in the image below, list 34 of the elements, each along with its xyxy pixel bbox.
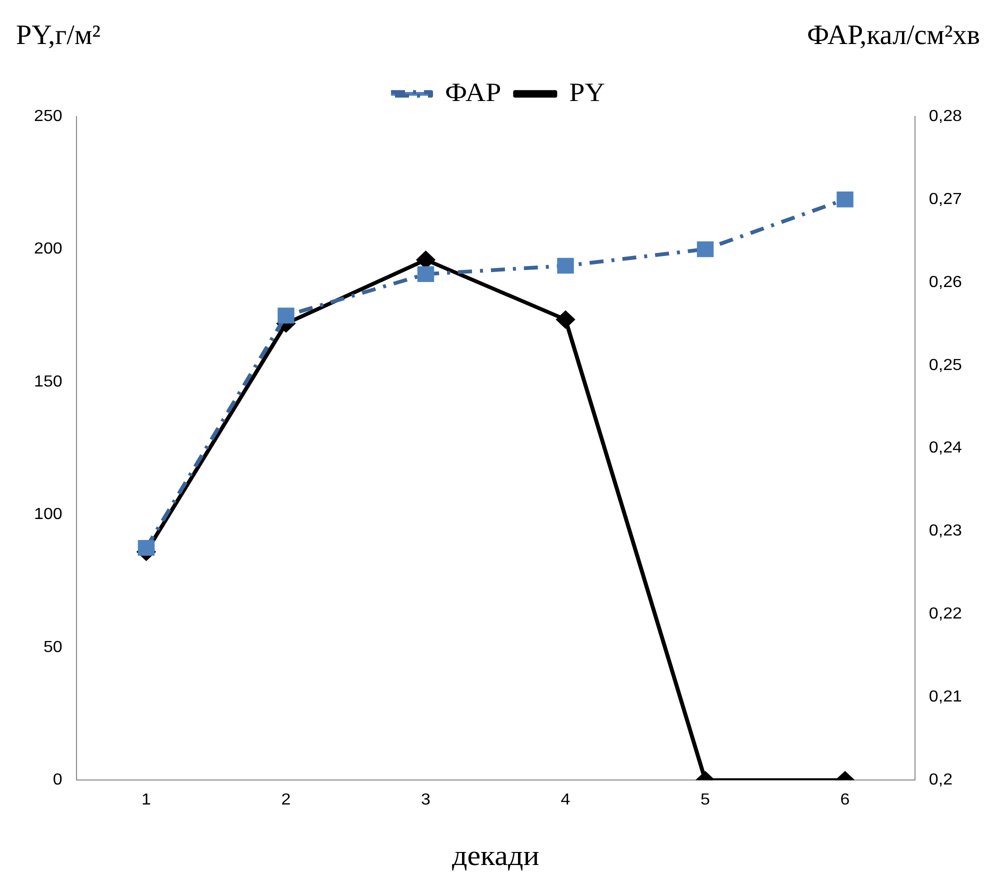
point bbox=[417, 266, 434, 282]
y2-tick-label: 0,26 bbox=[928, 272, 962, 291]
point bbox=[556, 311, 574, 328]
legend-label: ФАР bbox=[445, 77, 502, 107]
y2-tick-label: 0,27 bbox=[928, 189, 962, 208]
point bbox=[557, 258, 574, 274]
point bbox=[416, 251, 435, 268]
y2-tick-label: 0,28 bbox=[928, 106, 962, 125]
y-tick-label: 50 bbox=[43, 637, 62, 656]
y2-tick-label: 0,24 bbox=[928, 438, 962, 457]
y2-tick-label: 0,22 bbox=[928, 604, 962, 622]
y2-tick-label: 0,2 bbox=[928, 770, 953, 788]
x-tick-label: 1 bbox=[142, 790, 151, 808]
x-tick-label: 2 bbox=[281, 790, 291, 808]
x-tick-label: 4 bbox=[560, 790, 570, 808]
y2-tick-label: 0,23 bbox=[928, 521, 962, 540]
y-axis-title: PY,г/м² bbox=[16, 20, 101, 52]
x-tick-label: 6 bbox=[840, 790, 850, 808]
y2-tick-label: 0,25 bbox=[928, 355, 962, 374]
point bbox=[836, 191, 854, 208]
x-tick-label: 3 bbox=[421, 790, 430, 808]
y-tick-label: 250 bbox=[34, 106, 62, 125]
y-tick-label: 200 bbox=[34, 239, 62, 258]
point bbox=[696, 241, 714, 258]
y-tick-label: 100 bbox=[34, 504, 62, 523]
y2-axis-title: ФАР,кал/см²хв bbox=[806, 20, 980, 52]
x-tick-label: 5 bbox=[700, 790, 710, 808]
point bbox=[278, 308, 294, 324]
y-tick-label: 150 bbox=[34, 372, 62, 390]
y-tick-label: 0 bbox=[52, 770, 62, 788]
point bbox=[138, 540, 155, 556]
x-axis-title: декади bbox=[452, 840, 540, 872]
y2-tick-label: 0,21 bbox=[928, 687, 962, 706]
legend-label: PY bbox=[569, 77, 605, 107]
